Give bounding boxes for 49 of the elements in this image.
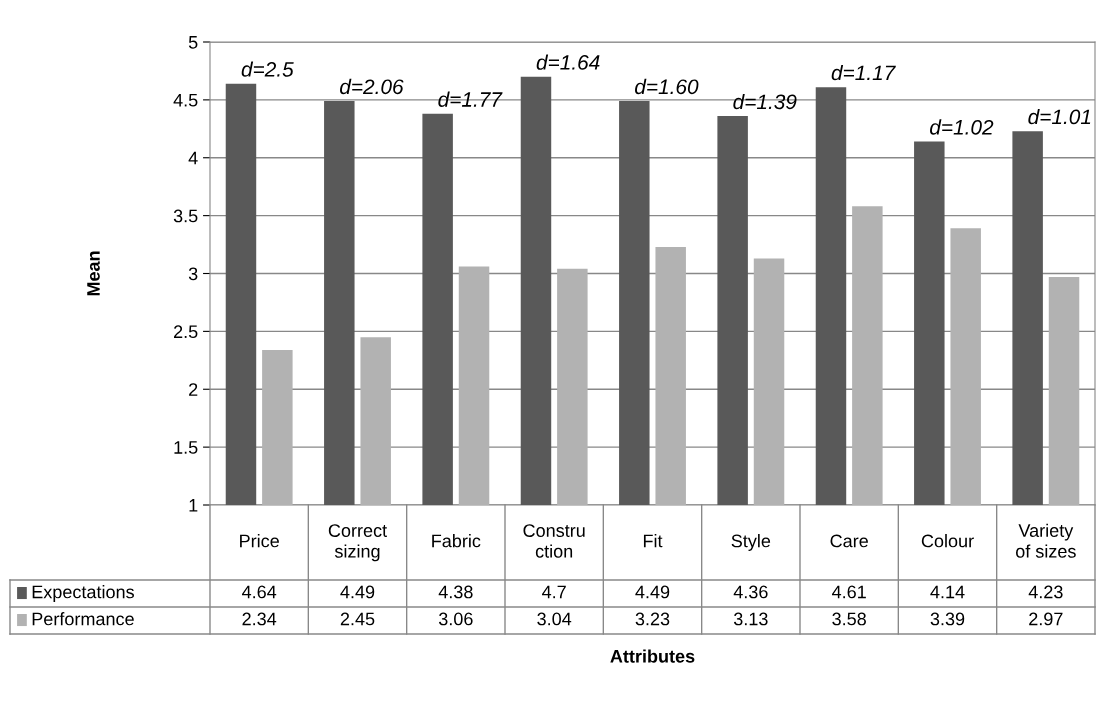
data-label: 4.38 — [438, 585, 473, 599]
y-tick-label: 2.5 — [174, 325, 198, 339]
x-tick-label: Fit — [643, 534, 663, 548]
data-label: 4.49 — [635, 585, 670, 599]
data-label: 2.34 — [242, 612, 277, 626]
x-tick-label: Style — [731, 534, 771, 551]
annotation: d=1.17 — [831, 64, 896, 81]
x-tick-label: Colour — [921, 534, 974, 548]
y-tick-label: 1 — [189, 499, 198, 512]
y-tick-label: 4.5 — [173, 94, 198, 107]
data-label: 3.04 — [537, 612, 572, 626]
data-label: 4.23 — [1028, 585, 1063, 599]
legend-label: Expectations — [32, 585, 134, 602]
x-tick-label: Price — [240, 534, 279, 548]
data-label: 4.64 — [242, 585, 277, 599]
data-label: 4.49 — [340, 585, 375, 599]
annotation: d=1.77 — [438, 91, 503, 107]
data-label: 2.45 — [340, 612, 375, 626]
data-label: 4.14 — [930, 585, 965, 599]
x-tick-label: Constru ction — [523, 524, 585, 558]
x-tick-label: Fabric — [432, 534, 481, 548]
data-label: 4.36 — [733, 585, 768, 599]
y-tick-label: 1.5 — [174, 441, 198, 454]
data-label: 2.97 — [1029, 612, 1063, 626]
data-label: 3.13 — [733, 612, 768, 626]
x-axis-title: Attributes — [610, 649, 695, 663]
y-tick-label: 3.5 — [173, 209, 198, 223]
annotation: d=2.06 — [340, 78, 404, 95]
y-tick-label: 3 — [188, 267, 198, 281]
data-label: 3.39 — [930, 612, 965, 626]
x-tick-label: Correct sizing — [328, 524, 387, 562]
annotation: d=1.01 — [1028, 108, 1091, 125]
y-tick-label: 2 — [189, 383, 198, 396]
y-tick-label: 5 — [188, 36, 198, 49]
data-label: 3.58 — [832, 612, 866, 626]
x-tick-label: Care — [830, 534, 868, 548]
y-tick-label: 4 — [188, 151, 198, 165]
annotation: d=1.02 — [930, 119, 994, 135]
legend-label: Performance — [32, 612, 134, 626]
annotation: d=2.5 — [241, 61, 294, 77]
data-label: 3.06 — [438, 612, 473, 626]
data-label: 3.23 — [635, 612, 670, 626]
data-label: 4.7 — [542, 585, 566, 599]
annotation: d=1.39 — [733, 93, 797, 110]
y-axis-title: Mean — [87, 251, 100, 296]
annotation: d=1.64 — [536, 54, 600, 70]
x-tick-label: Variety of sizes — [1015, 523, 1076, 558]
annotation: d=1.60 — [635, 78, 699, 95]
data-label: 4.61 — [832, 585, 866, 599]
